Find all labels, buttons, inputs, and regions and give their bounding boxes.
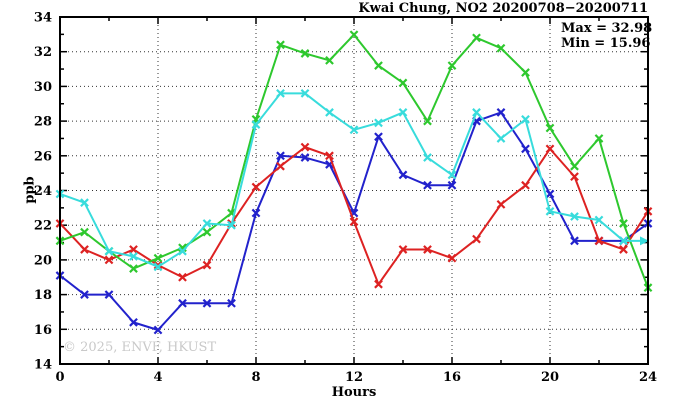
svg-text:26: 26: [34, 149, 52, 164]
max-annotation: Max = 32.98: [561, 21, 653, 36]
chart-title: Kwai Chung, NO2 20200708−20200711: [358, 1, 648, 16]
svg-text:30: 30: [34, 80, 52, 95]
watermark: © 2025, ENVF, HKUST: [63, 340, 217, 355]
svg-text:18: 18: [34, 288, 52, 303]
svg-text:14: 14: [34, 358, 52, 373]
svg-text:34: 34: [34, 11, 52, 26]
svg-text:0: 0: [55, 370, 64, 385]
svg-text:16: 16: [443, 370, 461, 385]
svg-text:4: 4: [153, 370, 162, 385]
svg-text:20: 20: [541, 370, 559, 385]
stats-annotation: Max = 32.98 Min = 15.96: [561, 21, 652, 51]
svg-text:20: 20: [34, 253, 52, 268]
y-axis-label: ppb: [22, 176, 38, 204]
svg-text:24: 24: [34, 184, 52, 199]
svg-text:16: 16: [34, 323, 52, 338]
svg-text:28: 28: [34, 115, 52, 130]
min-annotation: Min = 15.96: [561, 36, 651, 51]
svg-text:32: 32: [34, 45, 52, 60]
svg-text:22: 22: [34, 219, 52, 234]
x-axis-label: Hours: [331, 385, 377, 400]
svg-text:12: 12: [345, 370, 363, 385]
svg-text:24: 24: [639, 370, 657, 385]
svg-text:8: 8: [251, 370, 260, 385]
